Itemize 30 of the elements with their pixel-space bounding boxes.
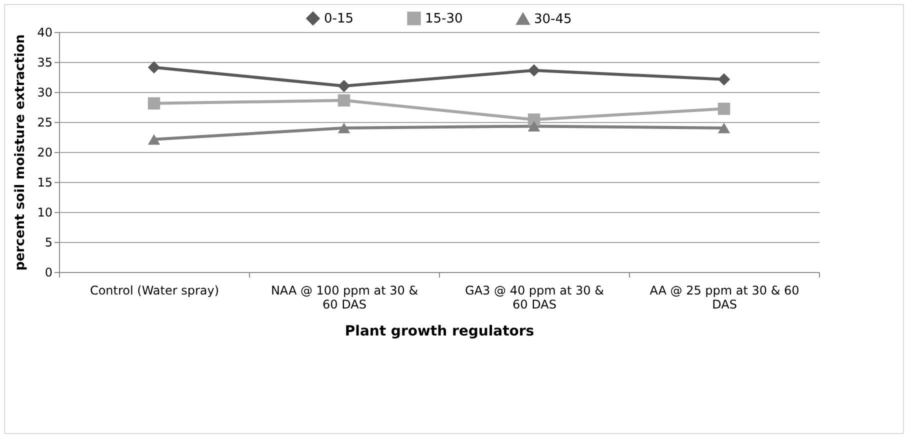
x-tick-label: Control (Water spray) — [90, 284, 220, 298]
y-tick-label: 35 — [37, 56, 52, 70]
x-axis-title: Plant growth regulators — [344, 324, 534, 340]
point — [148, 97, 160, 110]
point — [718, 122, 730, 134]
y-tick-label: 30 — [37, 86, 52, 100]
point — [338, 94, 350, 107]
y-tick-label: 0 — [44, 266, 52, 280]
point — [528, 113, 540, 126]
point — [528, 120, 540, 132]
x-tick-label: GA3 @ 40 ppm at 30 & 60 DAS — [465, 284, 604, 312]
y-tick-label: 15 — [37, 176, 52, 190]
point — [718, 102, 730, 115]
point — [718, 73, 730, 86]
y-tick-label: 10 — [37, 206, 52, 220]
y-tick-label: 20 — [37, 146, 52, 160]
y-tick-label: 40 — [37, 26, 52, 40]
y-axis-title: percent soil moisture extraction — [13, 34, 28, 271]
point — [148, 61, 160, 74]
point — [338, 122, 350, 134]
y-tick-label: 25 — [37, 116, 52, 130]
x-tick-label: AA @ 25 ppm at 30 & 60 DAS — [650, 284, 800, 312]
point — [148, 134, 160, 145]
legend-label: 30-45 — [534, 12, 572, 27]
y-tick-label: 5 — [44, 236, 52, 250]
point — [338, 80, 350, 92]
point — [528, 64, 540, 77]
x-tick-label: NAA @ 100 ppm at 30 & 60 DAS — [270, 284, 418, 312]
legend-label: 0-15 — [324, 11, 354, 26]
legend-label: 15-30 — [425, 11, 463, 26]
